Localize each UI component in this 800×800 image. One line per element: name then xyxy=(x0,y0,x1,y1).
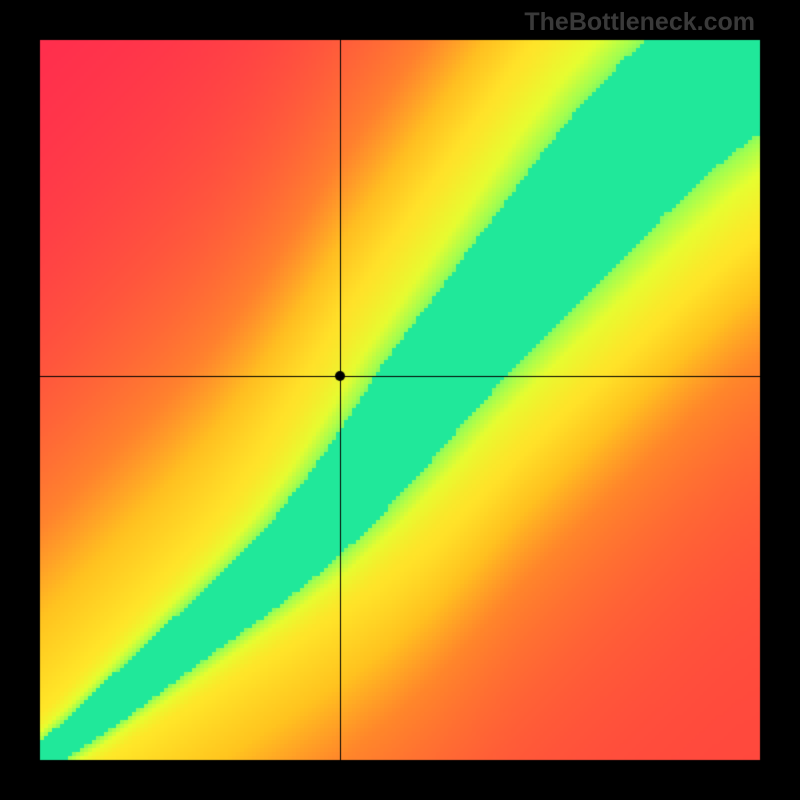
watermark-text: TheBottleneck.com xyxy=(524,8,755,37)
bottleneck-heatmap xyxy=(0,0,800,800)
